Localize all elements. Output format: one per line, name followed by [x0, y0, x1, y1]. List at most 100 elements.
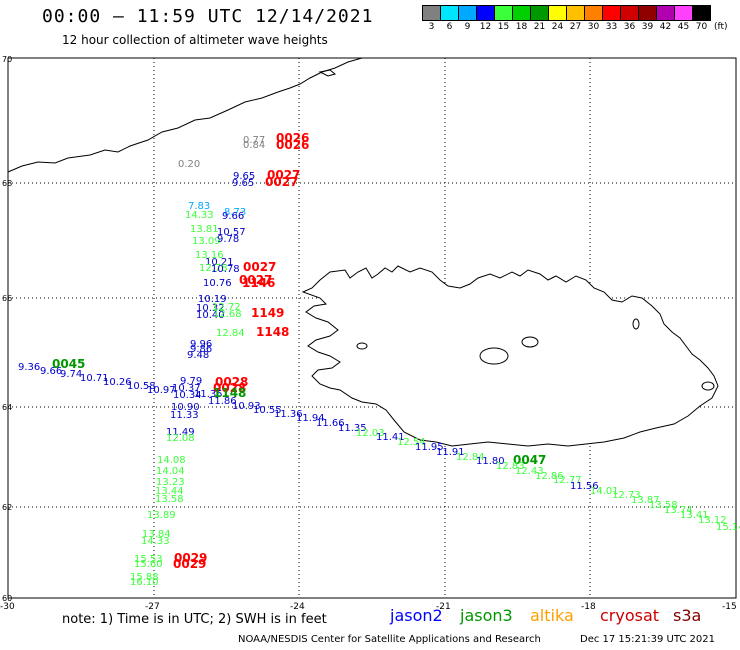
wave-height-label: 9.36 — [18, 362, 40, 373]
wave-height-label: 16.10 — [130, 577, 159, 588]
wave-height-label: 9.78 — [217, 234, 239, 245]
wave-height-label: 0026 — [276, 138, 309, 152]
wave-height-label: 12.77 — [553, 475, 582, 486]
wave-height-label: 1149 — [251, 306, 284, 320]
wave-height-label: 10.55 — [253, 405, 282, 416]
wave-height-label: 10.97 — [147, 385, 176, 396]
wave-height-label: 14.08 — [157, 455, 186, 466]
wave-height-label: 1148 — [213, 386, 246, 400]
wave-height-label: 0045 — [52, 357, 85, 371]
wave-height-label: 9.79 — [180, 376, 202, 387]
lon-label: -18 — [581, 602, 596, 612]
wave-height-label: 12.03 — [356, 428, 385, 439]
wave-height-label: 9.65 — [233, 171, 255, 182]
wave-height-label: 0026 — [276, 131, 309, 145]
observation-layer: 0.770.84002600260.209.659.65002700277.83… — [18, 131, 740, 588]
wave-height-label: 10.34 — [173, 390, 202, 401]
wave-height-label: 0029 — [174, 551, 207, 565]
wave-height-label: 10.58 — [127, 381, 156, 392]
wave-height-label: 11.33 — [170, 410, 199, 421]
wave-height-label: 0.77 — [243, 135, 265, 146]
wave-height-label: 9.96 — [190, 339, 212, 350]
wave-height-label: 11.95 — [415, 442, 444, 453]
wave-height-label: 0027 — [243, 260, 276, 274]
wave-height-label: 14.33 — [185, 210, 214, 221]
wave-height-label: 12.43 — [515, 466, 544, 477]
wave-height-label: 15.14 — [716, 522, 740, 533]
lon-label: -27 — [145, 602, 160, 612]
wave-height-label: 13.16 — [195, 250, 224, 261]
wave-height-label: 11.49 — [166, 427, 195, 438]
wave-height-label: 9.66 — [40, 366, 62, 377]
wave-height-label: 12.54 — [397, 437, 426, 448]
sat-jason2: jason2 — [390, 606, 443, 625]
legend-bin: 18 — [512, 5, 531, 32]
wave-height-label: 11.36 — [274, 409, 303, 420]
lon-label: -15 — [722, 602, 737, 612]
sat-altika: altika — [530, 606, 574, 625]
wave-height-label: 14.01 — [590, 486, 619, 497]
wave-height-label: 0047 — [513, 453, 546, 467]
wave-height-label: 10.71 — [80, 373, 109, 384]
wave-height-label: 10.40 — [196, 310, 225, 321]
wave-height-label: 12.84 — [456, 452, 485, 463]
wave-height-label: 11.66 — [316, 418, 345, 429]
wave-height-label: 10.93 — [232, 401, 261, 412]
wave-height-label: 0027 — [239, 273, 272, 287]
wave-height-label: 0027 — [267, 168, 300, 182]
credit-line: NOAA/NESDIS Center for Satellite Applica… — [238, 634, 541, 645]
color-legend: 3 6 9 12 15 18 21 24 27 30 33 36 39 42 4… — [422, 5, 728, 32]
wave-height-label: 8.73 — [224, 207, 246, 218]
legend-unit: (ft) — [714, 22, 728, 32]
wave-height-label: 1146 — [242, 276, 275, 290]
iceland-coastline — [301, 265, 719, 447]
wave-height-label: 10.26 — [103, 377, 132, 388]
wave-height-label: 15.88 — [130, 572, 159, 583]
lat-label: 62 — [2, 503, 12, 512]
wave-height-label: 10.37 — [172, 383, 201, 394]
lon-label: -21 — [436, 602, 451, 612]
wave-height-label: 9.74 — [60, 369, 82, 380]
wave-height-label: 13.87 — [631, 495, 660, 506]
wave-height-label: 11.91 — [436, 447, 465, 458]
sat-jason3: jason3 — [460, 606, 513, 625]
map-title: 00:00 – 11:59 UTC 12/14/2021 — [42, 6, 374, 27]
lon-label: -24 — [290, 602, 305, 612]
sat-cryosat: cryosat — [600, 606, 660, 625]
lat-label: 60 — [2, 594, 12, 603]
wave-height-label: 14.33 — [141, 536, 170, 547]
wave-height-label: 12.84 — [216, 328, 245, 339]
wave-height-label: 11.86 — [208, 396, 237, 407]
wave-height-label: 0.84 — [243, 140, 265, 151]
wave-height-label: 11.94 — [296, 413, 325, 424]
wave-height-label: 12.08 — [166, 433, 195, 444]
wave-height-label: 13.84 — [142, 529, 171, 540]
wave-height-label: 13.74 — [664, 505, 693, 516]
wave-height-label: 13.09 — [192, 236, 221, 247]
wave-height-label: 12.73 — [612, 490, 641, 501]
wave-height-label: 10.90 — [171, 402, 200, 413]
wave-height-label: 1148 — [256, 325, 289, 339]
legend-bin: 42 — [656, 5, 675, 32]
wave-height-label: 13.41 — [680, 510, 709, 521]
greenland-coastline — [7, 57, 380, 173]
wave-height-label: 12.83 — [496, 461, 525, 472]
wave-height-label: 10.21 — [205, 257, 234, 268]
lat-label: 66 — [2, 294, 12, 303]
wave-height-label: 9.65 — [232, 178, 254, 189]
wave-height-label: 13.12 — [698, 515, 727, 526]
legend-bin: 9 — [458, 5, 477, 32]
wave-height-label: 0027 — [265, 175, 298, 189]
map-subtitle: 12 hour collection of altimeter wave hei… — [62, 33, 328, 47]
footer-note: note: 1) Time is in UTC; 2) SWH is in fe… — [62, 612, 327, 627]
wave-height-label: 15.53 — [134, 554, 163, 565]
wave-height-label: 13.89 — [147, 510, 176, 521]
wave-height-label: 10.76 — [203, 278, 232, 289]
sat-s3a: s3a — [673, 606, 702, 625]
wave-height-label: 13.58 — [649, 500, 678, 511]
wave-height-label: 10.78 — [211, 264, 240, 275]
wave-height-label: 11.41 — [376, 432, 405, 443]
wave-height-label: 7.83 — [188, 201, 210, 212]
wave-height-label: 14.04 — [156, 466, 185, 477]
